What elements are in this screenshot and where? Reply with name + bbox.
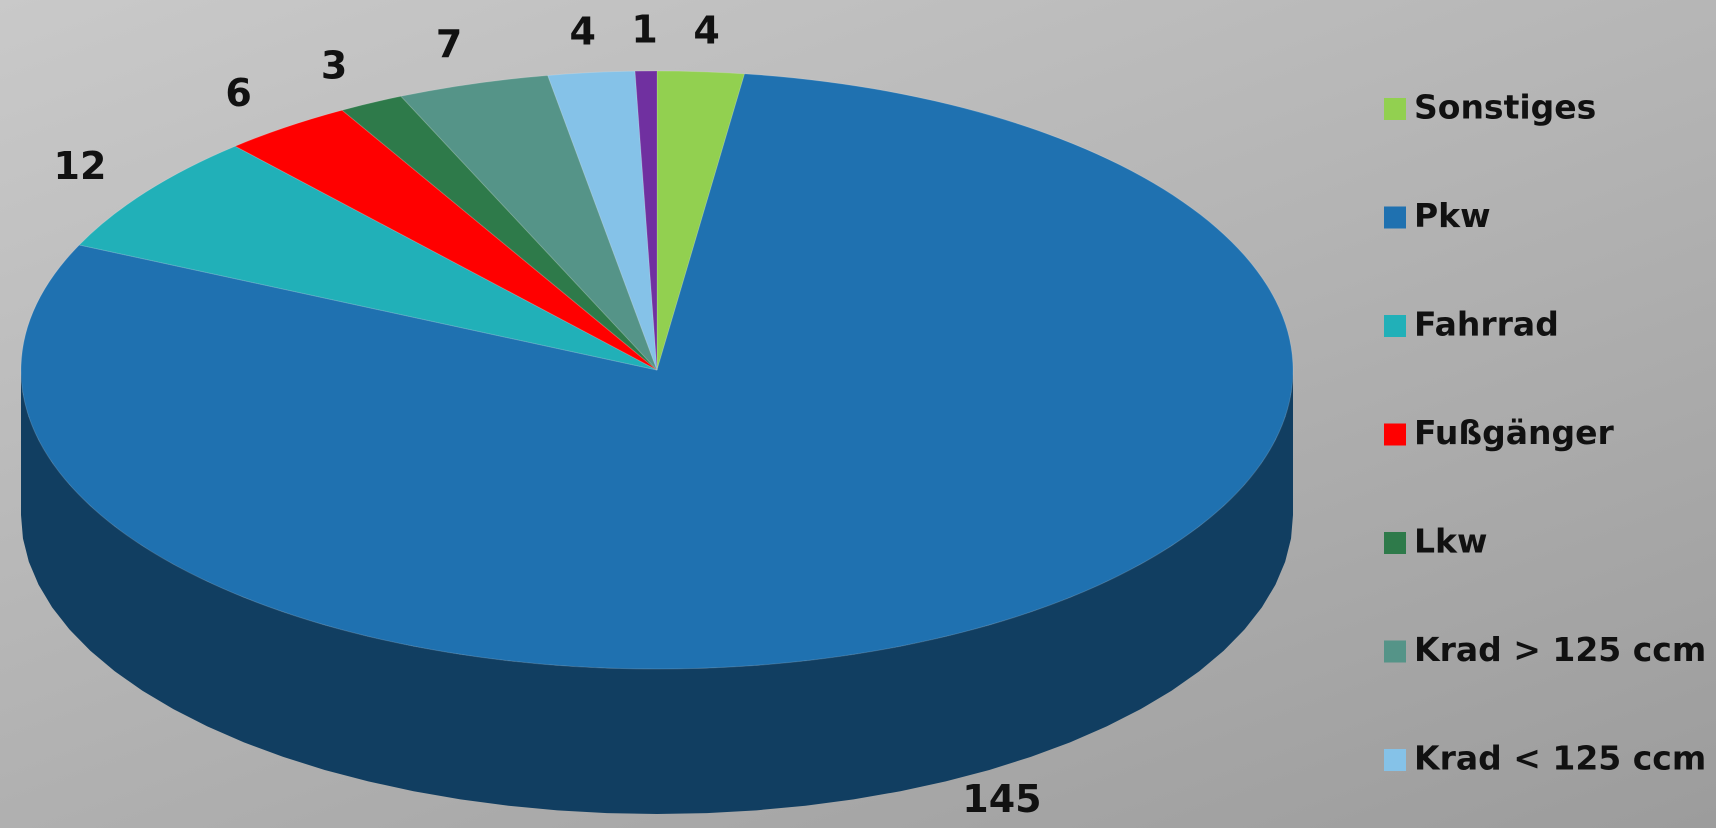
pie-side-segment — [21, 370, 1293, 814]
value-label: 7 — [436, 22, 462, 66]
pie-slice — [78, 145, 658, 371]
legend-swatch — [1384, 206, 1406, 229]
legend-label: Sonstiges — [1414, 88, 1596, 127]
value-labels: 4 145 12 6 3 7 4 1 — [54, 8, 1042, 821]
legend-label: Fußgänger — [1414, 413, 1615, 452]
legend-label: Pkw — [1414, 196, 1491, 235]
value-label: 6 — [225, 71, 251, 115]
pie-slice — [400, 74, 658, 371]
pie-slice — [634, 70, 658, 371]
legend-swatch — [1384, 640, 1406, 663]
legend-swatch — [1384, 749, 1406, 771]
pie-slice — [547, 70, 658, 371]
pie-slice — [20, 73, 1294, 670]
legend-label: Fahrrad — [1414, 305, 1559, 344]
pie-slice — [234, 109, 658, 371]
value-label: 1 — [631, 8, 657, 52]
legend-label: Krad > 125 ccm — [1414, 630, 1706, 669]
value-label: 4 — [569, 9, 595, 53]
value-label: 12 — [54, 144, 107, 188]
value-label: 3 — [321, 44, 347, 88]
value-label: 4 — [693, 8, 719, 52]
legend-swatch — [1384, 98, 1406, 120]
legend: Sonstiges Pkw Fahrrad Fußgänger Lkw Krad > 12… — [1384, 88, 1706, 778]
pie-slice — [656, 70, 746, 371]
legend-label: Krad < 125 ccm — [1414, 739, 1706, 778]
legend-label: Lkw — [1414, 522, 1487, 561]
value-label: 145 — [962, 777, 1041, 821]
pie-side — [21, 370, 1293, 814]
legend-swatch — [1384, 315, 1406, 337]
pie-slice — [341, 95, 658, 371]
pie-top — [20, 70, 1294, 670]
legend-swatch — [1384, 423, 1406, 446]
legend-swatch — [1384, 532, 1406, 554]
